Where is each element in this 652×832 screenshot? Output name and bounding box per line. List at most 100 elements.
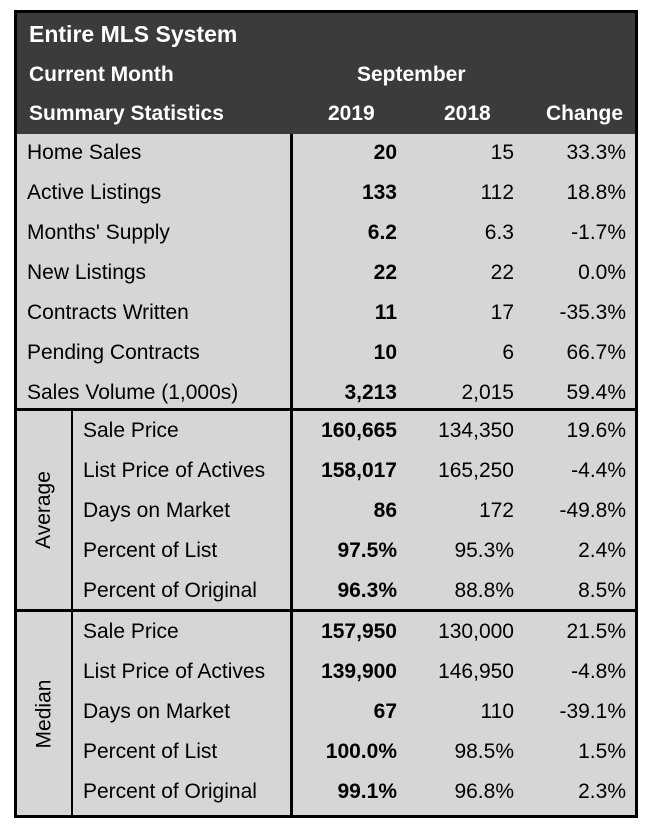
value-2019: 96.3% — [337, 579, 397, 602]
month-label: September — [357, 63, 466, 86]
table-row-months-supply: Months' Supply 6.2 6.3 -1.7% — [17, 214, 635, 254]
table-row-contracts-written: Contracts Written 11 17 -35.3% — [17, 294, 635, 334]
value-2018: 88.8% — [454, 579, 514, 602]
value-change: 66.7% — [566, 341, 626, 364]
value-2019: 67 — [373, 700, 397, 723]
value-2018: 165,250 — [438, 459, 514, 482]
average-group-divider — [71, 411, 73, 609]
row-label: Sale Price — [83, 419, 179, 442]
value-2019: 86 — [373, 499, 397, 522]
value-2018: 95.3% — [454, 539, 514, 562]
table-row-avg-percent-of-original: Percent of Original 96.3% 88.8% 8.5% — [17, 572, 635, 612]
value-2019: 10 — [373, 341, 397, 364]
table-row-med-days-on-market: Days on Market 67 110 -39.1% — [17, 693, 635, 733]
value-change: -1.7% — [571, 221, 626, 244]
row-label: Active Listings — [27, 181, 162, 204]
value-2018: 146,950 — [438, 660, 514, 683]
value-change: -35.3% — [559, 301, 626, 324]
value-2019: 11 — [374, 301, 397, 324]
value-change: 21.5% — [566, 620, 626, 643]
table-row-avg-list-price-actives: List Price of Actives 158,017 165,250 -4… — [17, 452, 635, 492]
value-2018: 130,000 — [438, 620, 514, 643]
section-divider-median — [17, 609, 635, 612]
column-header-change: Change — [546, 102, 624, 125]
table-row-med-sale-price: Sale Price 157,950 130,000 21.5% — [17, 613, 635, 653]
row-label: Home Sales — [27, 141, 142, 164]
table-row-active-listings: Active Listings 133 112 18.8% — [17, 174, 635, 214]
value-2018: 110 — [480, 700, 514, 723]
value-2019: 20 — [373, 141, 397, 164]
table-row-avg-days-on-market: Days on Market 86 172 -49.8% — [17, 492, 635, 532]
value-2018: 134,350 — [438, 419, 514, 442]
value-change: 19.6% — [566, 419, 626, 442]
table-row-med-percent-of-list: Percent of List 100.0% 98.5% 1.5% — [17, 733, 635, 773]
value-2018: 98.5% — [454, 740, 514, 763]
period-label: Current Month — [29, 63, 174, 86]
value-2019: 139,900 — [321, 660, 397, 683]
value-2018: 17 — [490, 301, 514, 324]
table-row-sales-volume: Sales Volume (1,000s) 3,213 2,015 59.4% — [17, 374, 635, 414]
row-label: List Price of Actives — [83, 459, 266, 482]
value-change: -49.8% — [559, 499, 626, 522]
value-2019: 99.1% — [337, 780, 397, 803]
value-2019: 22 — [373, 261, 397, 284]
row-label: Percent of List — [83, 740, 218, 763]
table-title: Entire MLS System — [29, 21, 238, 47]
value-change: 2.3% — [578, 780, 626, 803]
value-change: 8.5% — [578, 579, 626, 602]
value-2018: 2,015 — [461, 381, 514, 404]
value-2018: 96.8% — [454, 780, 514, 803]
value-2019: 3,213 — [344, 381, 397, 404]
stats-table: Entire MLS System Current Month Summary … — [14, 10, 638, 818]
row-label: Contracts Written — [27, 301, 189, 324]
table-row-avg-percent-of-list: Percent of List 97.5% 95.3% 2.4% — [17, 532, 635, 572]
row-label: Months' Supply — [27, 221, 170, 244]
row-label: Percent of Original — [83, 780, 257, 803]
value-change: -4.8% — [571, 660, 626, 683]
value-2019: 100.0% — [325, 740, 397, 763]
value-2019: 158,017 — [321, 459, 397, 482]
value-change: 33.3% — [566, 141, 626, 164]
value-2019: 160,665 — [321, 419, 397, 442]
value-change: -4.4% — [571, 459, 626, 482]
row-label: Sale Price — [83, 620, 179, 643]
value-2018: 22 — [490, 261, 514, 284]
row-label: Sales Volume (1,000s) — [27, 381, 239, 404]
column-divider — [290, 134, 293, 815]
value-change: 18.8% — [566, 181, 626, 204]
value-2019: 6.2 — [367, 221, 397, 244]
table-row-new-listings: New Listings 22 22 0.0% — [17, 254, 635, 294]
table-header: Entire MLS System Current Month Summary … — [17, 13, 635, 134]
value-2018: 112 — [480, 181, 514, 204]
value-2019: 97.5% — [337, 539, 397, 562]
value-2018: 6 — [502, 341, 514, 364]
table-row-med-list-price-actives: List Price of Actives 139,900 146,950 -4… — [17, 653, 635, 693]
row-label: Days on Market — [83, 499, 231, 522]
value-2018: 15 — [490, 141, 514, 164]
table-row-avg-sale-price: Sale Price 160,665 134,350 19.6% — [17, 412, 635, 452]
value-change: 1.5% — [578, 740, 626, 763]
section-divider-average — [17, 408, 635, 411]
table-body: Average Median Home Sales 20 15 33.3% Ac… — [17, 134, 635, 815]
value-change: 2.4% — [578, 539, 626, 562]
table-row-pending-contracts: Pending Contracts 10 6 66.7% — [17, 334, 635, 374]
value-2019: 157,950 — [321, 620, 397, 643]
value-2018: 6.3 — [484, 221, 514, 244]
row-label: New Listings — [27, 261, 147, 284]
value-change: 59.4% — [566, 381, 626, 404]
median-group-divider — [71, 612, 73, 815]
row-label: Days on Market — [83, 700, 231, 723]
row-label: Pending Contracts — [27, 341, 200, 364]
value-change: -39.1% — [559, 700, 626, 723]
stats-label: Summary Statistics — [29, 102, 224, 125]
table-row-home-sales: Home Sales 20 15 33.3% — [17, 134, 635, 174]
value-2019: 133 — [361, 181, 397, 204]
table-row-med-percent-of-original: Percent of Original 99.1% 96.8% 2.3% — [17, 773, 635, 813]
row-label: Percent of Original — [83, 579, 257, 602]
value-2018: 172 — [478, 499, 514, 522]
value-change: 0.0% — [578, 261, 626, 284]
column-header-2018: 2018 — [444, 102, 491, 125]
column-header-2019: 2019 — [328, 102, 375, 125]
row-label: Percent of List — [83, 539, 218, 562]
row-label: List Price of Actives — [83, 660, 266, 683]
